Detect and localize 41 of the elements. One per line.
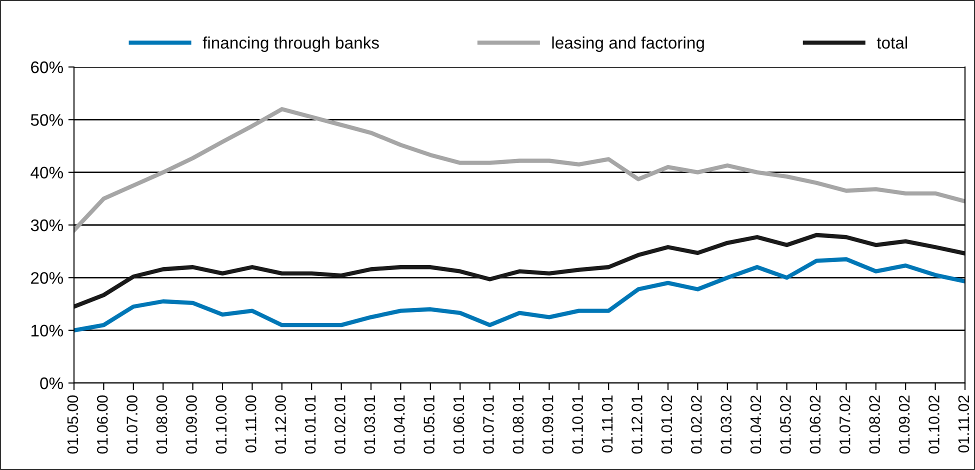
legend-label: financing through banks bbox=[202, 36, 379, 52]
x-tick-label: 01.08.01 bbox=[512, 396, 524, 454]
x-tick-label: 01.07.01 bbox=[483, 396, 494, 454]
x-tick-label: 01.03.01 bbox=[364, 396, 376, 454]
y-tick-label: 10% bbox=[31, 324, 63, 337]
y-tick-label: 50% bbox=[30, 114, 63, 126]
x-tick-label: 01.06.01 bbox=[453, 396, 464, 454]
x-tick-label: 01.06.02 bbox=[810, 396, 821, 454]
x-tick-label: 01.05.02 bbox=[780, 396, 791, 454]
x-tick-label: 01.05.00 bbox=[67, 395, 78, 454]
legend-label: leasing and factoring bbox=[552, 36, 704, 52]
x-tick-label: 01.11.01 bbox=[602, 396, 613, 453]
x-tick-label: 01.09.02 bbox=[898, 396, 910, 454]
x-tick-label: 01.07.00 bbox=[126, 395, 138, 454]
x-tick-label: 01.12.01 bbox=[632, 396, 642, 454]
x-tick-label: 01.04.02 bbox=[750, 396, 762, 454]
y-tick-label: 20% bbox=[31, 272, 63, 284]
x-tick-label: 01.04.01 bbox=[394, 396, 405, 454]
y-tick-label: 40% bbox=[30, 166, 63, 179]
x-tick-label: 01.08.02 bbox=[869, 396, 880, 454]
x-tick-label: 01.01.01 bbox=[304, 396, 316, 454]
x-tick-label: 01.09.01 bbox=[542, 396, 554, 454]
y-tick-label: 60% bbox=[31, 61, 63, 74]
y-tick-label: 30% bbox=[30, 219, 63, 232]
x-tick-label: 01.07.02 bbox=[839, 396, 850, 454]
legend-label: total bbox=[876, 36, 908, 49]
x-tick-label: 01.08.00 bbox=[156, 395, 168, 454]
x-tick-label: 01.05.01 bbox=[424, 396, 434, 454]
x-tick-label: 01.12.00 bbox=[275, 395, 286, 454]
y-tick-label: 0% bbox=[40, 377, 63, 390]
x-tick-label: 01.09.00 bbox=[186, 395, 197, 454]
x-tick-label: 01.01.02 bbox=[661, 396, 672, 454]
x-tick-label: 01.11.00 bbox=[245, 395, 256, 453]
x-tick-label: 01.02.01 bbox=[334, 396, 346, 454]
x-tick-label: 01.10.02 bbox=[928, 396, 940, 454]
x-tick-label: 01.10.00 bbox=[216, 395, 227, 454]
x-tick-label: 01.02.02 bbox=[690, 396, 702, 454]
x-tick-label: 01.10.01 bbox=[572, 396, 583, 454]
x-tick-label: 01.03.02 bbox=[720, 396, 732, 454]
x-tick-label: 01.11.02 bbox=[958, 396, 970, 453]
x-tick-label: 01.06.00 bbox=[96, 395, 108, 454]
